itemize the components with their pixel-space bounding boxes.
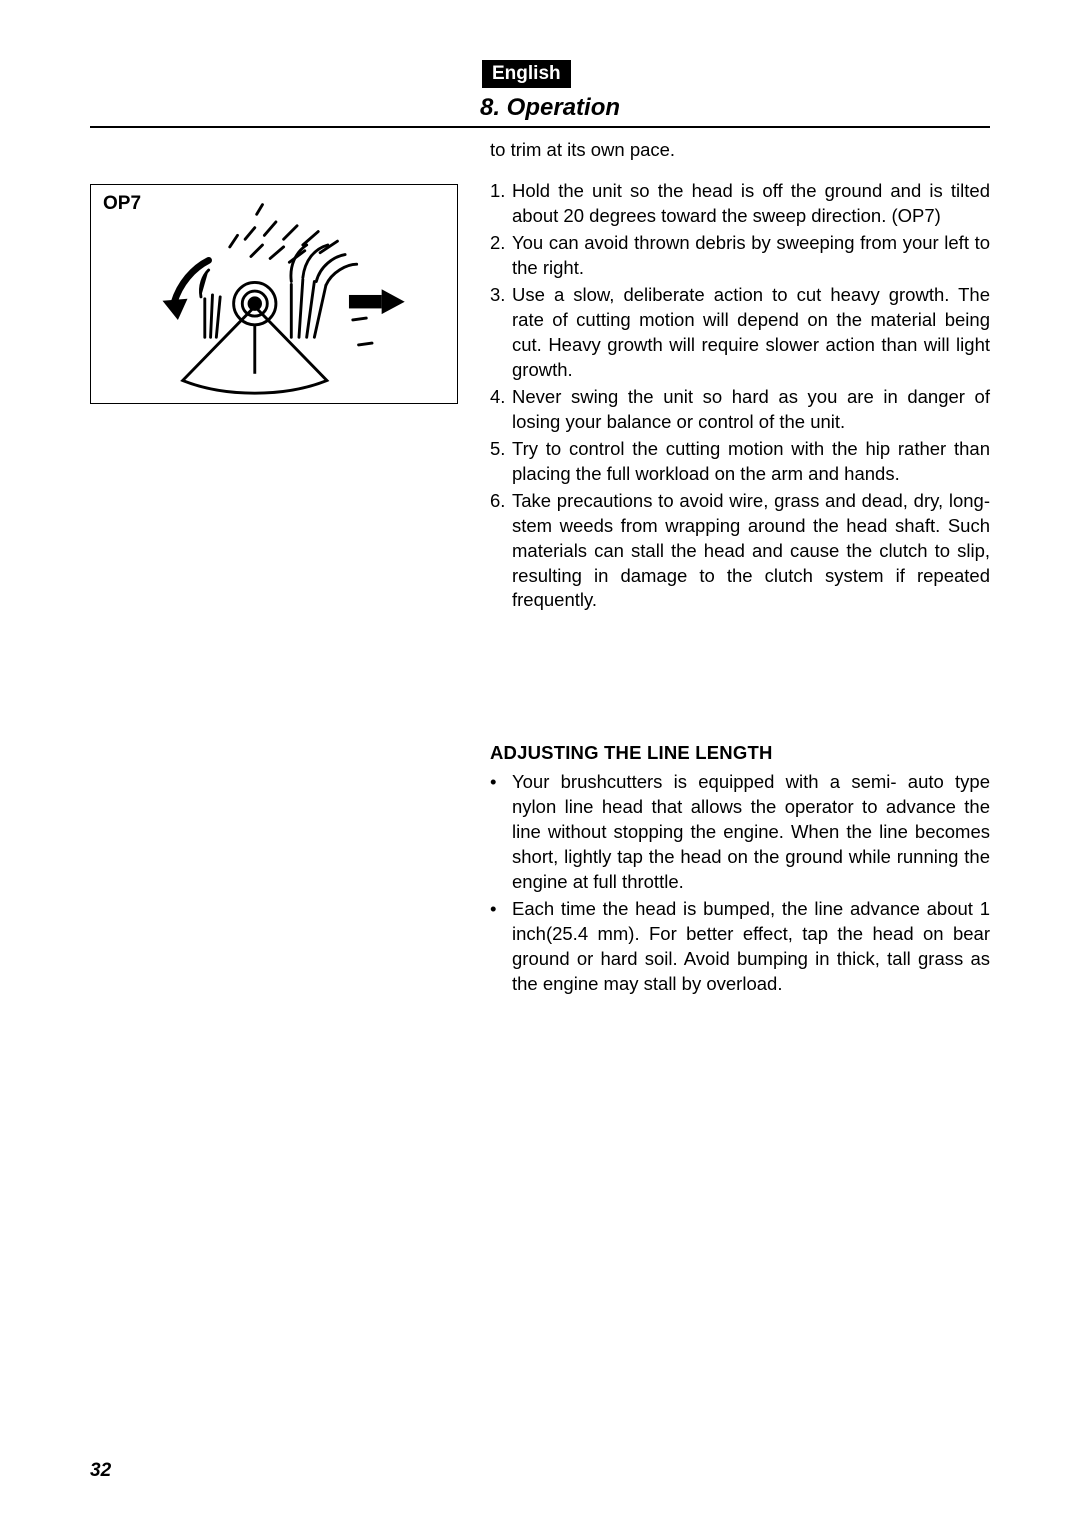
intro-text: to trim at its own pace. [490, 138, 990, 163]
bullet-text: Each time the head is bumped, the line a… [512, 897, 990, 997]
step-text: Hold the unit so the head is off the gro… [512, 179, 990, 229]
step-number: 4. [490, 385, 512, 435]
trimmer-illustration [101, 193, 447, 395]
bullet-icon: • [490, 770, 512, 895]
list-item: •Each time the head is bumped, the line … [490, 897, 990, 997]
page-number: 32 [90, 1460, 111, 1482]
list-item: 2.You can avoid thrown debris by sweepin… [490, 231, 990, 281]
line-length-list: •Your brushcutters is equipped with a se… [490, 770, 990, 997]
list-item: •Your brushcutters is equipped with a se… [490, 770, 990, 895]
language-badge: English [482, 60, 571, 88]
manual-page: English 8. Operation OP7 [0, 0, 1080, 1526]
header-block: English 8. Operation [480, 60, 990, 122]
figure-label: OP7 [103, 193, 141, 215]
bullet-icon: • [490, 897, 512, 997]
list-item: 1.Hold the unit so the head is off the g… [490, 179, 990, 229]
bullet-text: Your brushcutters is equipped with a sem… [512, 770, 990, 895]
list-item: 5.Try to control the cutting motion with… [490, 437, 990, 487]
step-number: 2. [490, 231, 512, 281]
list-item: 6.Take precautions to avoid wire, grass … [490, 489, 990, 614]
step-number: 3. [490, 283, 512, 383]
direction-arrow-icon [349, 289, 405, 314]
subheading: ADJUSTING THE LINE LENGTH [490, 741, 990, 766]
step-text: Take precautions to avoid wire, grass an… [512, 489, 990, 614]
list-item: 3.Use a slow, deliberate action to cut h… [490, 283, 990, 383]
two-column-layout: OP7 [90, 138, 990, 999]
step-number: 1. [490, 179, 512, 229]
figure-op7: OP7 [90, 184, 458, 404]
step-text: Never swing the unit so hard as you are … [512, 385, 990, 435]
step-text: Try to control the cutting motion with t… [512, 437, 990, 487]
step-text: Use a slow, deliberate action to cut hea… [512, 283, 990, 383]
right-column: to trim at its own pace. 1.Hold the unit… [484, 138, 990, 999]
left-column: OP7 [90, 138, 460, 999]
list-item: 4.Never swing the unit so hard as you ar… [490, 385, 990, 435]
step-text: You can avoid thrown debris by sweeping … [512, 231, 990, 281]
operation-steps-list: 1.Hold the unit so the head is off the g… [490, 179, 990, 613]
step-number: 6. [490, 489, 512, 614]
step-number: 5. [490, 437, 512, 487]
sweep-arrow-head-icon [163, 299, 188, 320]
header-rule [90, 126, 990, 128]
section-title: 8. Operation [480, 94, 990, 122]
